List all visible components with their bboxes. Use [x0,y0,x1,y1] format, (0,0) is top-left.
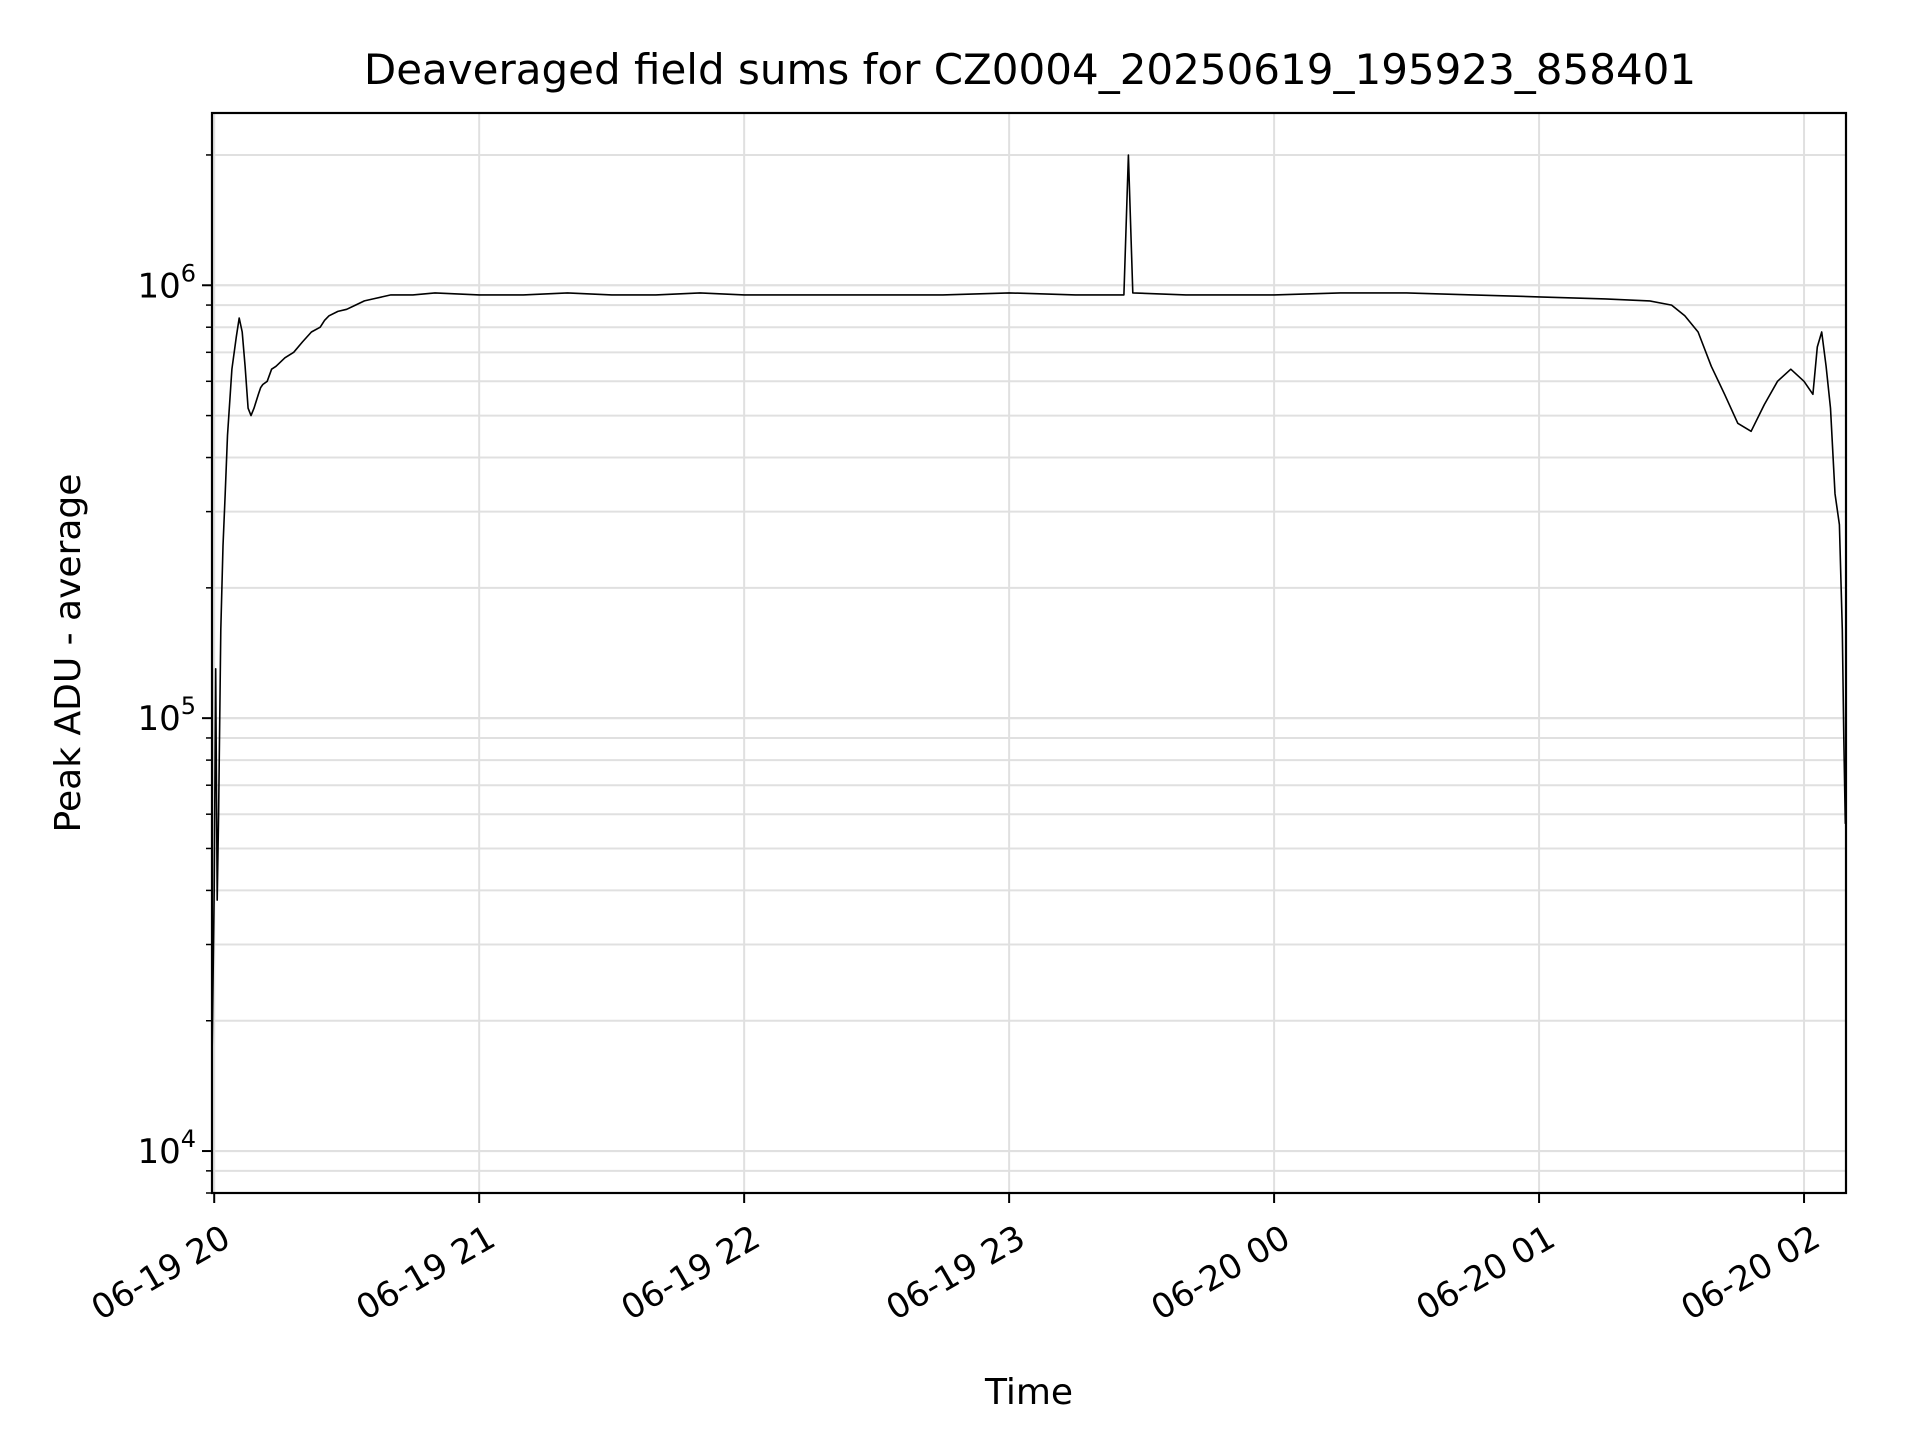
series-layer [211,154,1847,1063]
y-tick-exponent: 6 [181,259,196,287]
y-axis-label: Peak ADU - average [48,474,89,833]
plot-frame [210,111,1848,1195]
chart-title: Deaveraged field sums for CZ0004_2025061… [364,45,1696,94]
y-tick-label: 104 [137,1125,196,1172]
y-tick-base: 10 [137,699,180,739]
x-axis-label: Time [984,1372,1073,1413]
series-line [211,154,1847,1063]
y-tick-label: 106 [137,259,196,306]
y-tick-base: 10 [137,1132,180,1172]
y-tick-exponent: 4 [181,1125,196,1153]
y-tick-base: 10 [137,266,180,306]
y-tick-label: 105 [137,692,196,739]
y-tick-exponent: 5 [181,692,196,720]
grid [212,113,1846,1194]
